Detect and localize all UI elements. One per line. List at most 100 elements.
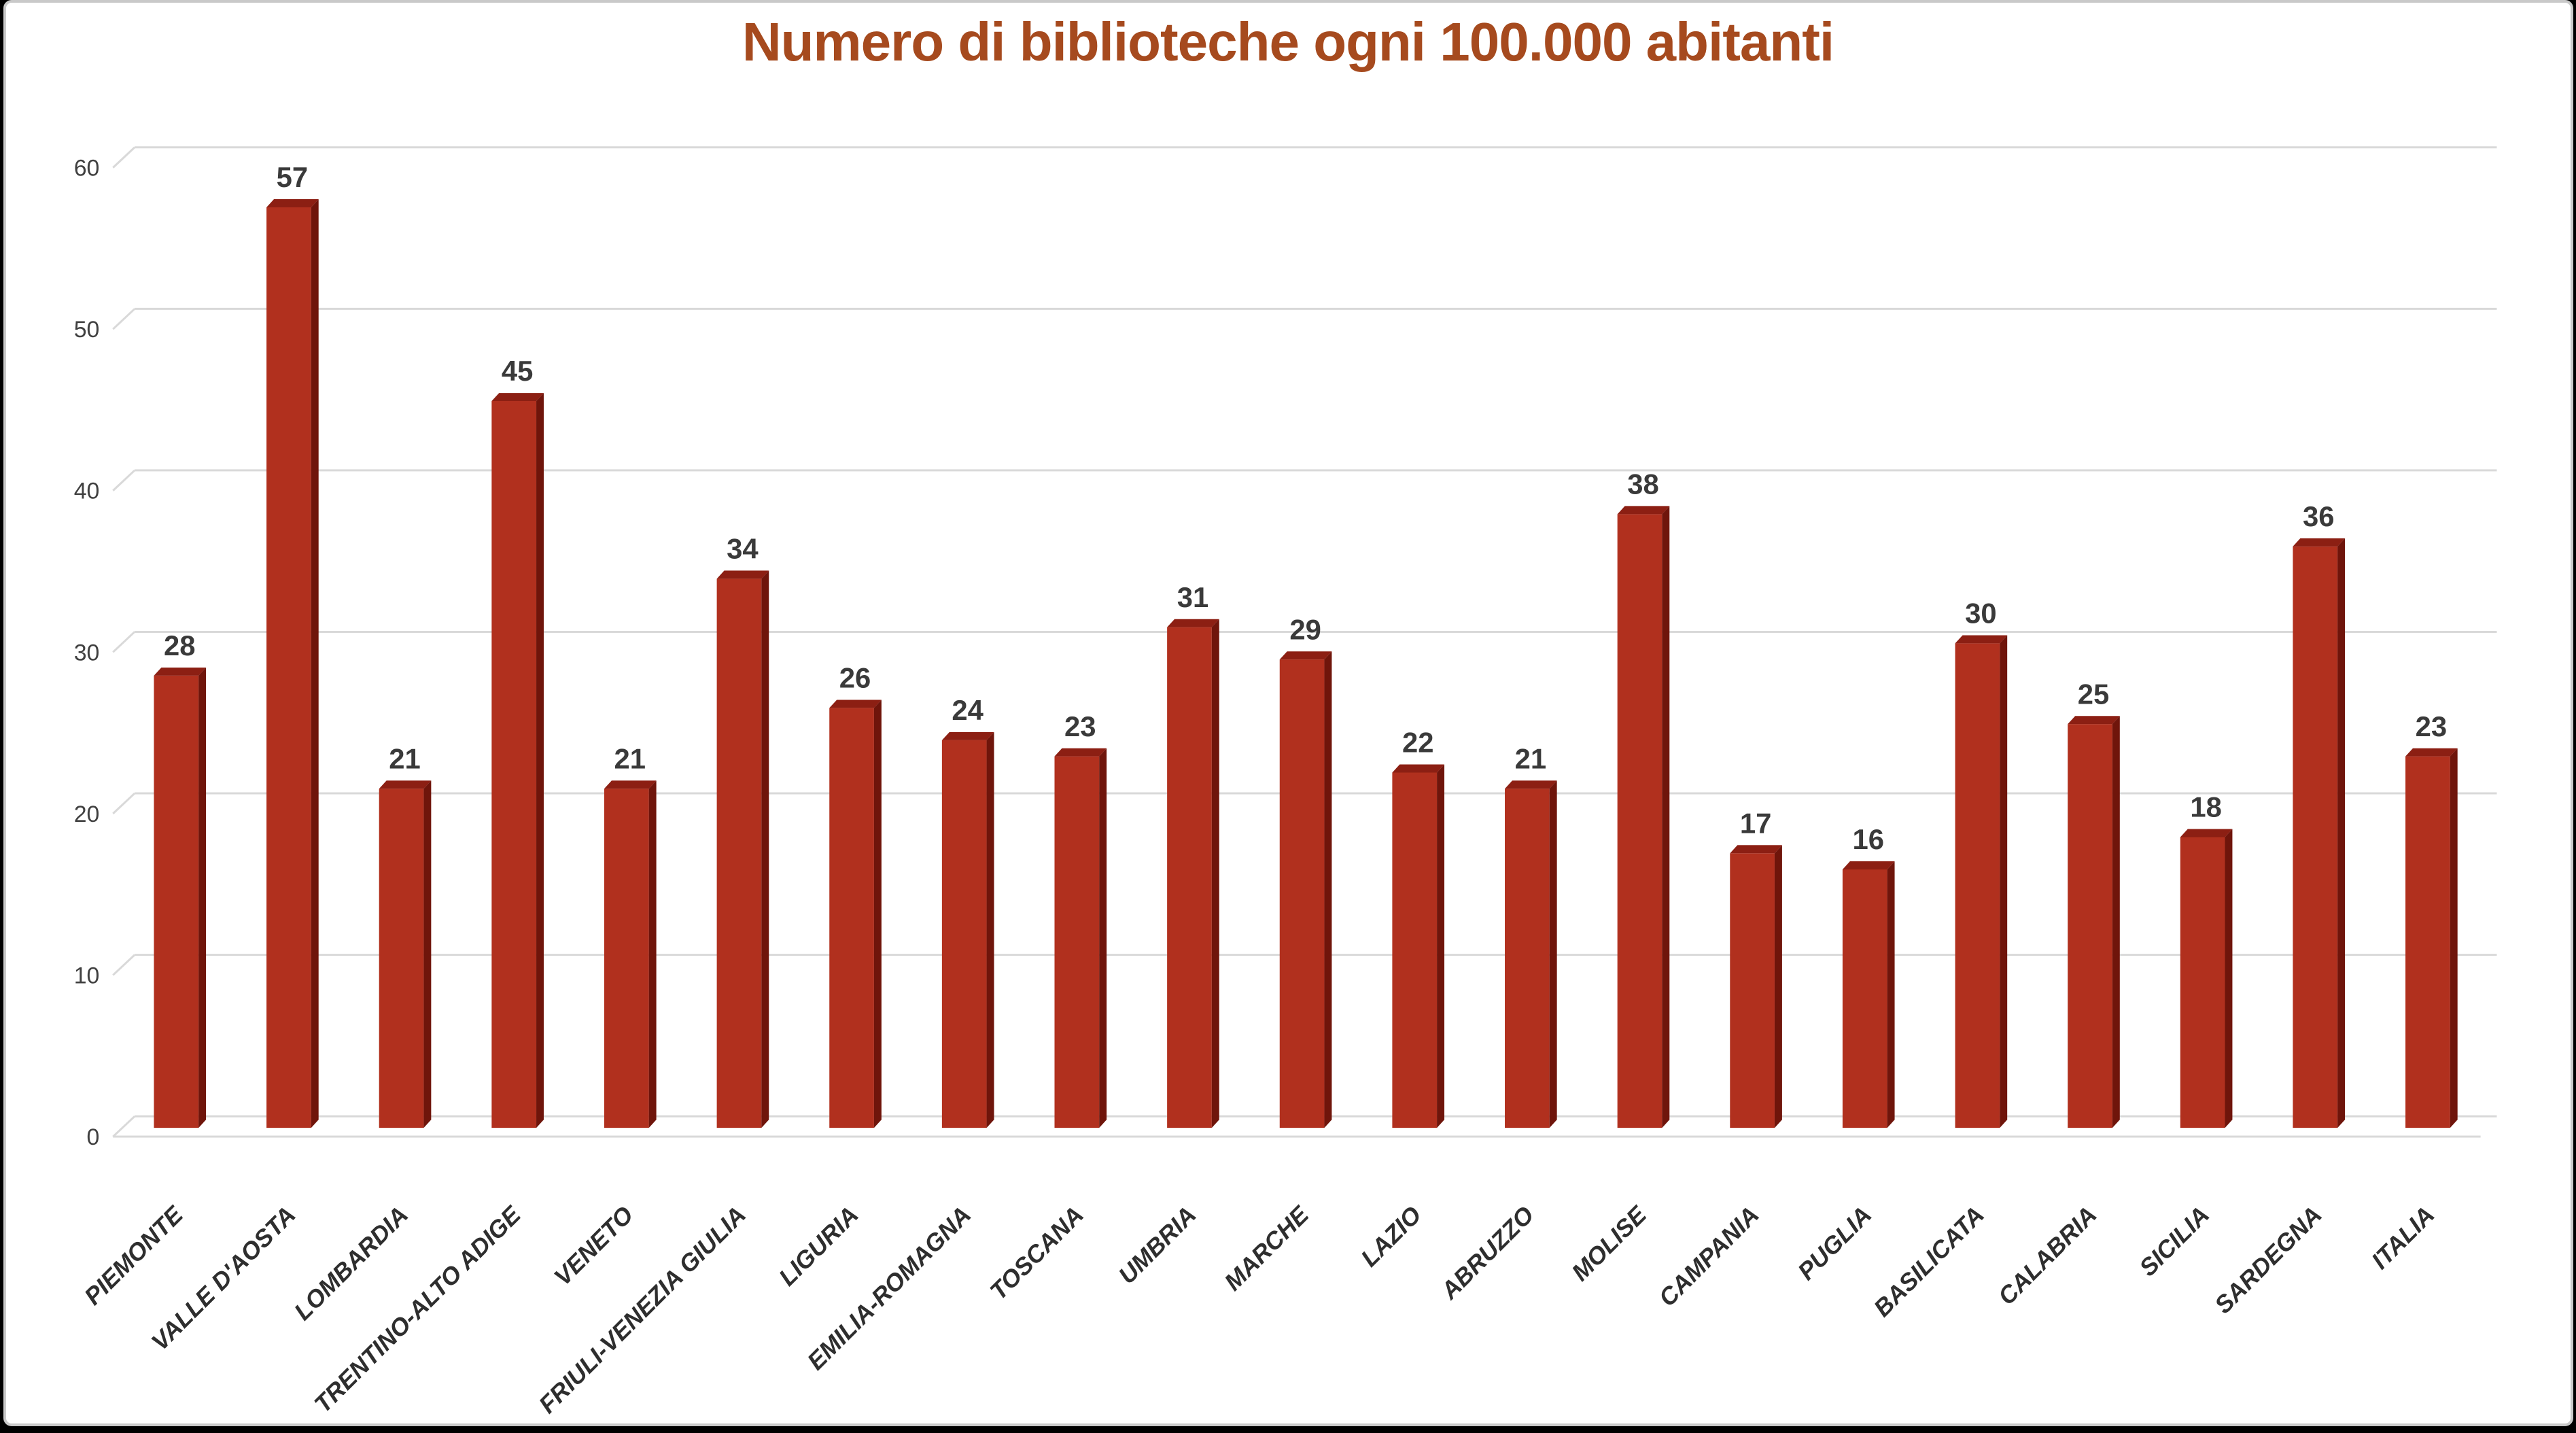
x-axis-label: BASILICATA (1868, 1201, 1989, 1322)
bar-front-face (266, 207, 311, 1128)
bar-side-face (1437, 764, 1445, 1128)
bar-front-face (1392, 772, 1438, 1128)
bar-side-face (2225, 829, 2233, 1128)
bar-side-face (2450, 748, 2458, 1128)
x-axis-label: LAZIO (1356, 1201, 1427, 1272)
bar-front-face (379, 789, 424, 1128)
bar-side-face (1099, 748, 1107, 1128)
x-axis-label: LOMBARDIA (289, 1201, 413, 1326)
bar-top-face (1617, 506, 1670, 515)
bar-side-face (873, 700, 882, 1128)
bar-value-label: 21 (389, 742, 421, 774)
bar-top-face (1842, 861, 1895, 869)
x-axis-label: PUGLIA (1792, 1201, 1877, 1285)
bar-value-label: 23 (2416, 710, 2448, 742)
bar-front-face (2405, 756, 2450, 1128)
bar-value-label: 30 (1965, 598, 1997, 629)
bar-front-face (1955, 643, 2000, 1128)
bar-value-label: 29 (1289, 613, 1321, 645)
bar-front-face (2180, 837, 2225, 1128)
bar-value-label: 34 (727, 533, 759, 565)
bar-value-label: 22 (1402, 727, 1434, 759)
bar-top-face (1392, 764, 1445, 773)
bar-value-label: 45 (502, 355, 533, 387)
bar-front-face (1617, 514, 1663, 1128)
bar-side-face (986, 731, 994, 1128)
bar-side-face (2000, 635, 2008, 1128)
bar-front-face (1054, 756, 1100, 1128)
bar-top-face (491, 393, 544, 402)
bar-value-label: 21 (1515, 742, 1547, 774)
bar-value-label: 28 (164, 629, 196, 661)
x-axis-label: UMBRIA (1113, 1201, 1202, 1290)
y-axis-tick-label: 10 (74, 963, 100, 988)
x-axis-label: SICILIA (2134, 1201, 2214, 1281)
bar-front-face (154, 675, 199, 1128)
bar-top-face (2068, 716, 2120, 725)
bar-value-label: 38 (1627, 468, 1659, 500)
bar-side-face (2112, 716, 2120, 1128)
x-axis-label: TRENTINO-ALTO ADIGE (309, 1201, 527, 1418)
bar-value-label: 23 (1064, 710, 1096, 742)
x-axis-label: CALABRIA (1993, 1201, 2102, 1311)
bar-side-face (311, 199, 319, 1128)
bar-top-face (1167, 619, 1219, 627)
bar-value-label: 16 (1852, 823, 1884, 855)
y-axis-tick-label: 50 (74, 317, 100, 343)
bar-side-face (648, 780, 657, 1128)
y-axis-tick-label: 30 (74, 640, 100, 666)
y-axis-tick-label: 60 (74, 156, 100, 182)
bar-top-face (1054, 748, 1107, 757)
x-axis-label: MOLISE (1567, 1201, 1652, 1286)
bar-top-face (266, 199, 319, 207)
bar-side-face (2337, 538, 2346, 1128)
bar-value-label: 21 (614, 742, 646, 774)
bar-front-face (491, 401, 537, 1128)
x-axis-label: SARDEGNA (2210, 1201, 2327, 1319)
bar-top-face (154, 667, 207, 676)
y-axis-tick-label: 20 (74, 801, 100, 827)
bar-top-face (1279, 651, 1332, 660)
bar-side-face (1324, 651, 1332, 1128)
gridline-diagonal (112, 631, 136, 653)
gridline-diagonal (112, 954, 136, 976)
bar-value-label: 17 (1740, 807, 1772, 839)
bar-top-face (1505, 780, 1557, 789)
bar-top-face (1730, 845, 1782, 854)
bar-side-face (536, 393, 544, 1128)
bar-value-label: 57 (277, 161, 309, 193)
bar-front-face (1842, 869, 1887, 1128)
bar-side-face (1662, 506, 1670, 1128)
bar-side-face (1549, 780, 1557, 1128)
chart-title: Numero di biblioteche ogni 100.000 abita… (742, 12, 1834, 72)
gridline-diagonal (112, 1116, 136, 1138)
bar-top-face (604, 780, 657, 789)
bar-value-label: 31 (1177, 581, 1209, 613)
bar-front-face (1505, 789, 1550, 1128)
gridline-diagonal (112, 792, 136, 814)
x-axis-label: PIEMONTE (79, 1201, 188, 1310)
bar-front-face (941, 740, 987, 1128)
bar-front-face (1167, 627, 1212, 1128)
bar-front-face (1279, 659, 1325, 1128)
gridline-diagonal (112, 469, 136, 491)
bar-front-face (829, 708, 874, 1128)
bar-top-face (829, 700, 882, 708)
gridline-diagonal (112, 146, 136, 169)
bar-side-face (1887, 861, 1895, 1128)
bar-side-face (761, 570, 769, 1128)
y-axis-tick-label: 40 (74, 479, 100, 504)
bar-value-label: 18 (2190, 791, 2222, 823)
bar-side-face (198, 667, 207, 1128)
x-axis-label: VENETO (549, 1201, 638, 1291)
x-axis-label: ABRUZZO (1435, 1201, 1539, 1305)
bar-top-face (941, 731, 994, 740)
x-axis-label: CAMPANIA (1654, 1201, 1764, 1312)
bar-value-label: 24 (952, 694, 984, 726)
y-axis-tick-label: 0 (87, 1124, 100, 1150)
bar-top-face (716, 570, 769, 579)
bar-side-face (1211, 619, 1219, 1128)
gridline-diagonal (112, 308, 136, 330)
bar-front-face (2068, 724, 2112, 1128)
bar-top-face (1955, 635, 2008, 644)
